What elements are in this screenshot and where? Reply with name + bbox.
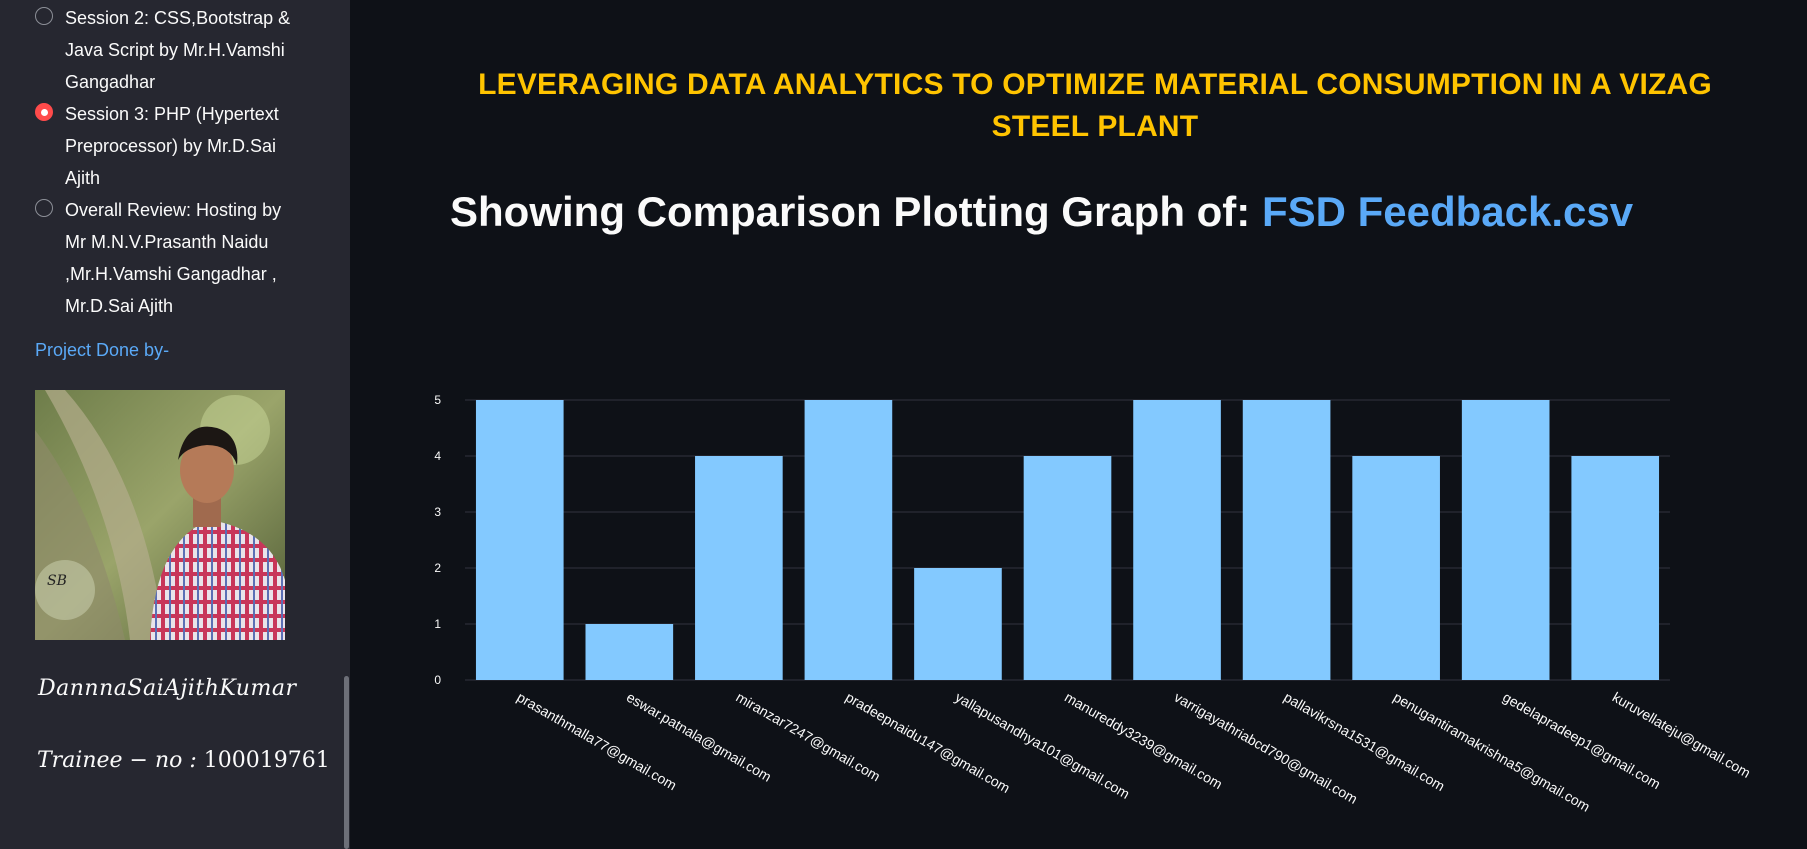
bar bbox=[1133, 400, 1221, 680]
y-tick-label: 2 bbox=[434, 561, 441, 575]
bar bbox=[585, 624, 674, 680]
bar bbox=[1571, 456, 1660, 680]
svg-text:SB: SB bbox=[47, 573, 67, 589]
radio-label: Session 2: CSS,Bootstrap & Java Script b… bbox=[65, 8, 291, 92]
x-tick-label: penugantiramakrishna5@gmail.com bbox=[1391, 689, 1593, 815]
radio-button-checked-icon[interactable] bbox=[35, 103, 53, 121]
y-tick-label: 3 bbox=[434, 505, 441, 519]
bar bbox=[1023, 456, 1112, 680]
radio-label: Session 3: PHP (Hypertext Preprocessor) … bbox=[65, 104, 279, 188]
x-tick-label: varrigayathriabcd790@gmail.com bbox=[1172, 689, 1361, 807]
bar bbox=[475, 400, 564, 680]
sidebar: Session 2: CSS,Bootstrap & Java Script b… bbox=[0, 0, 350, 849]
profile-photo: SB bbox=[35, 390, 285, 640]
radio-option-overall-review[interactable]: Overall Review: Hosting by Mr M.N.V.Pras… bbox=[35, 194, 305, 322]
bar bbox=[1352, 456, 1440, 680]
radio-label: Overall Review: Hosting by Mr M.N.V.Pras… bbox=[65, 200, 282, 316]
main-content: LEVERAGING DATA ANALYTICS TO OPTIMIZE MA… bbox=[350, 0, 1807, 849]
session-radio-group: Session 2: CSS,Bootstrap & Java Script b… bbox=[35, 2, 305, 322]
subheading-prefix: Showing Comparison Plotting Graph of: bbox=[450, 188, 1262, 235]
sidebar-scrollbar[interactable] bbox=[344, 676, 349, 849]
y-tick-label: 5 bbox=[434, 393, 441, 407]
y-tick-label: 4 bbox=[434, 449, 441, 463]
x-tick-label: yallapusandhya101@gmail.com bbox=[952, 689, 1132, 802]
radio-option-session-3[interactable]: Session 3: PHP (Hypertext Preprocessor) … bbox=[35, 98, 305, 194]
y-tick-label: 0 bbox=[434, 673, 441, 687]
author-name: DannnaSaiAjithKumar bbox=[38, 676, 297, 701]
bar bbox=[695, 456, 783, 680]
y-tick-label: 1 bbox=[434, 617, 441, 631]
bar bbox=[804, 400, 893, 680]
radio-option-session-2[interactable]: Session 2: CSS,Bootstrap & Java Script b… bbox=[35, 2, 305, 98]
bar-chart: 012345prasanthmalla77@gmail.comeswar.pat… bbox=[434, 393, 1753, 815]
trainee-number-value: 100019761 bbox=[203, 748, 330, 773]
profile-photo-image: SB bbox=[35, 390, 285, 640]
subheading-filename: FSD Feedback.csv bbox=[1261, 188, 1634, 235]
trainee-prefix: Trainee − no : bbox=[37, 748, 204, 773]
page-headline: LEVERAGING DATA ANALYTICS TO OPTIMIZE MA… bbox=[478, 68, 1712, 143]
bar bbox=[1242, 400, 1331, 680]
radio-button-unchecked-icon[interactable] bbox=[35, 199, 53, 217]
chart-subheading: Showing Comparison Plotting Graph of: FS… bbox=[450, 188, 1633, 236]
radio-button-unchecked-icon[interactable] bbox=[35, 7, 53, 25]
project-done-label: Project Done by- bbox=[35, 340, 170, 360]
trainee-number: Trainee − no : 100019761 bbox=[37, 748, 330, 773]
bar bbox=[1461, 400, 1550, 680]
bar bbox=[914, 568, 1002, 680]
